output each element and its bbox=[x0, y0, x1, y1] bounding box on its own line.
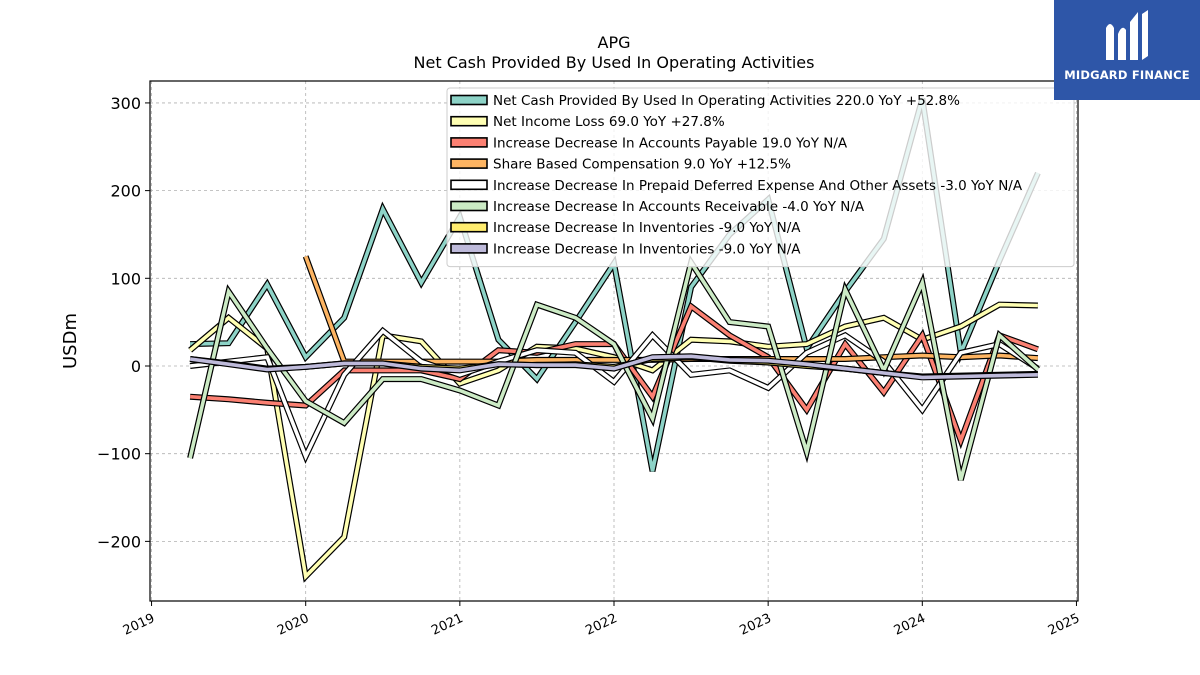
y-tick-label: −100 bbox=[97, 445, 141, 464]
midgard-logo-icon bbox=[1106, 10, 1148, 60]
x-tick-label: 2025 bbox=[1046, 611, 1082, 639]
x-tick-label: 2022 bbox=[583, 611, 619, 639]
y-tick-label: 0 bbox=[131, 357, 141, 376]
legend-swatch bbox=[450, 94, 488, 106]
x-tick-label: 2024 bbox=[892, 611, 928, 639]
x-tick-label: 2020 bbox=[275, 611, 311, 639]
series-line bbox=[189, 328, 1039, 461]
series-line bbox=[189, 354, 1038, 380]
legend-swatch bbox=[450, 137, 488, 148]
legend-box bbox=[446, 87, 1075, 268]
chart-title: APG bbox=[598, 33, 631, 52]
y-axis-label: USDm bbox=[60, 313, 81, 369]
x-axis: 2019 2020 2021 2022 2023 2024 2025 bbox=[121, 601, 1082, 639]
y-tick-label: 100 bbox=[110, 269, 141, 288]
brand-name: MIDGARD FINANCE bbox=[1064, 68, 1190, 82]
legend-swatch bbox=[450, 221, 488, 233]
x-tick-label: 2023 bbox=[738, 611, 774, 639]
y-tick-label: 200 bbox=[110, 182, 141, 201]
legend-label: Share Based Compensation 9.0 YoY +12.5% bbox=[493, 157, 791, 173]
legend-label: Increase Decrease In Inventories -9.0 Yo… bbox=[493, 241, 801, 257]
legend-label: Increase Decrease In Inventories -9.0 Yo… bbox=[493, 220, 801, 236]
series-line bbox=[188, 258, 1040, 481]
brand-logo: MIDGARD FINANCE bbox=[1054, 0, 1200, 100]
legend-label: Increase Decrease In Prepaid Deferred Ex… bbox=[493, 178, 1023, 194]
legend-swatch bbox=[450, 179, 488, 191]
series-group bbox=[187, 97, 1041, 583]
x-tick-label: 2021 bbox=[429, 611, 465, 639]
legend-label: Net Cash Provided By Used In Operating A… bbox=[493, 93, 960, 109]
x-tick-label: 2019 bbox=[121, 611, 157, 639]
y-axis: −200 −100 0 100 200 300 bbox=[97, 94, 150, 551]
legend-swatch bbox=[450, 115, 488, 127]
legend-swatch bbox=[450, 158, 488, 169]
legend-swatch bbox=[450, 243, 488, 254]
legend-label: Net Income Loss 69.0 YoY +27.8% bbox=[493, 114, 725, 130]
legend-label: Increase Decrease In Accounts Payable 19… bbox=[493, 135, 848, 151]
legend: Net Cash Provided By Used In Operating A… bbox=[446, 87, 1075, 268]
legend-swatch bbox=[450, 200, 488, 212]
legend-label: Increase Decrease In Accounts Receivable… bbox=[493, 199, 865, 215]
y-tick-label: −200 bbox=[97, 532, 141, 551]
y-tick-label: 300 bbox=[110, 94, 141, 113]
chart-subtitle: Net Cash Provided By Used In Operating A… bbox=[414, 53, 815, 72]
